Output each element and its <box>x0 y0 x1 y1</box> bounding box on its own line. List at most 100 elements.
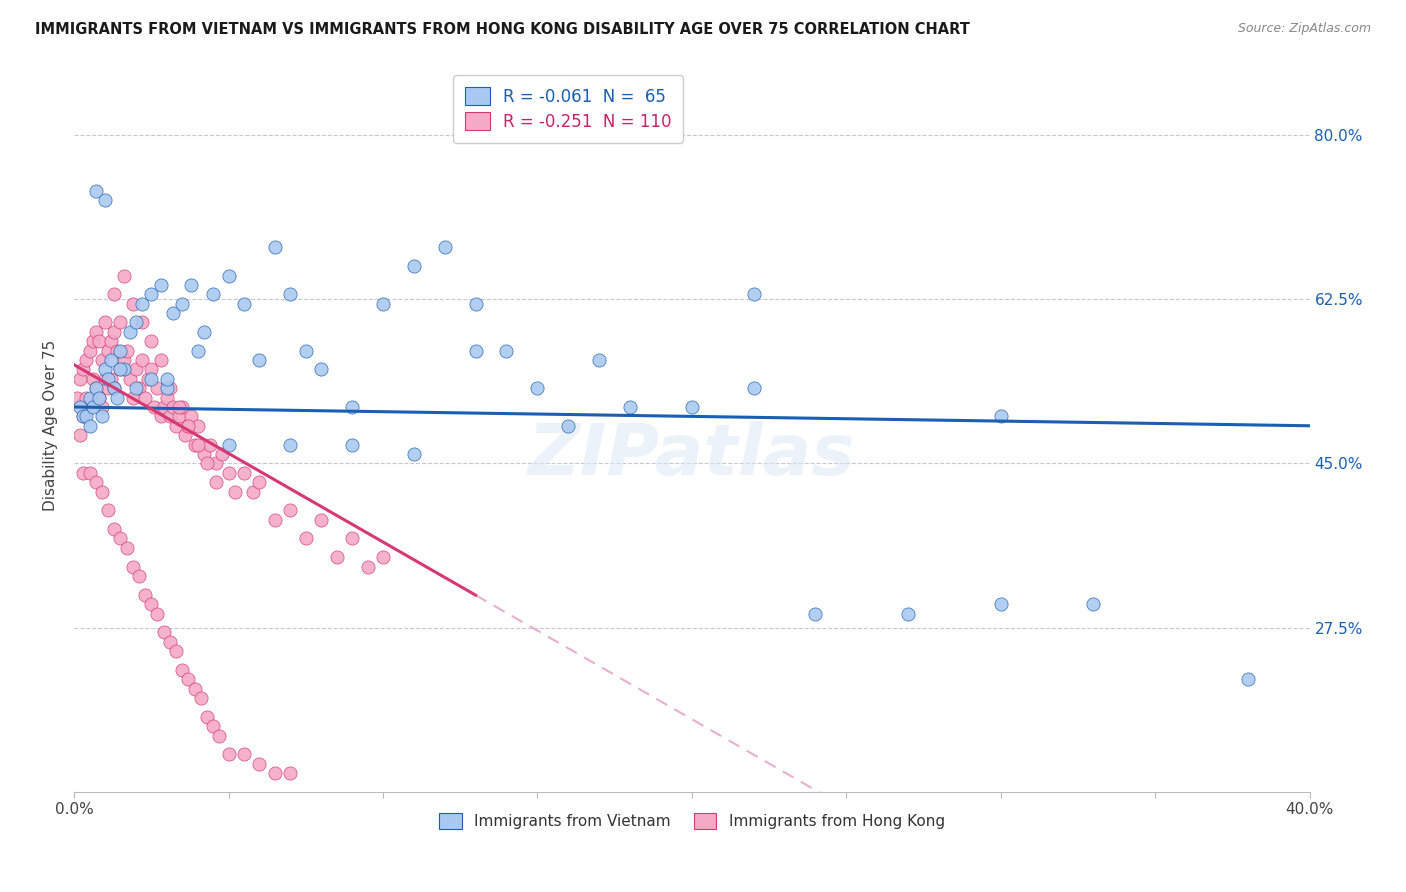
Point <box>180 277 202 292</box>
Point <box>72 362 94 376</box>
Point <box>218 268 240 283</box>
Point <box>105 391 128 405</box>
Point <box>278 503 301 517</box>
Point <box>79 391 101 405</box>
Point <box>187 437 209 451</box>
Point <box>103 381 125 395</box>
Point <box>557 418 579 433</box>
Point <box>82 334 104 349</box>
Point <box>340 400 363 414</box>
Point <box>121 296 143 310</box>
Point <box>141 287 163 301</box>
Point <box>371 296 394 310</box>
Point <box>174 428 197 442</box>
Point <box>990 597 1012 611</box>
Point <box>94 316 117 330</box>
Point <box>131 296 153 310</box>
Point <box>72 466 94 480</box>
Point <box>340 532 363 546</box>
Point <box>187 418 209 433</box>
Point <box>526 381 548 395</box>
Point <box>193 325 215 339</box>
Point <box>742 287 765 301</box>
Point <box>233 296 256 310</box>
Point <box>433 240 456 254</box>
Point <box>90 409 112 424</box>
Point <box>97 503 120 517</box>
Point <box>263 240 285 254</box>
Point <box>205 475 228 489</box>
Point <box>1083 597 1105 611</box>
Point <box>371 550 394 565</box>
Point <box>464 296 486 310</box>
Point <box>110 362 132 376</box>
Point <box>309 513 332 527</box>
Point <box>121 391 143 405</box>
Point <box>97 343 120 358</box>
Point <box>69 400 91 414</box>
Point <box>183 681 205 696</box>
Point <box>294 532 316 546</box>
Point <box>402 447 425 461</box>
Point <box>156 381 179 395</box>
Point <box>195 456 218 470</box>
Point <box>87 391 110 405</box>
Point <box>100 372 122 386</box>
Point <box>131 353 153 368</box>
Point <box>208 729 231 743</box>
Point <box>177 673 200 687</box>
Point <box>115 541 138 555</box>
Point <box>156 372 179 386</box>
Point <box>72 409 94 424</box>
Point <box>134 588 156 602</box>
Point <box>110 316 132 330</box>
Point <box>159 409 181 424</box>
Point <box>94 372 117 386</box>
Point <box>588 353 610 368</box>
Point <box>84 381 107 395</box>
Point <box>193 447 215 461</box>
Point <box>125 316 148 330</box>
Point <box>103 325 125 339</box>
Text: Source: ZipAtlas.com: Source: ZipAtlas.com <box>1237 22 1371 36</box>
Point <box>110 532 132 546</box>
Point <box>79 343 101 358</box>
Point <box>87 391 110 405</box>
Point <box>79 400 101 414</box>
Point <box>167 400 190 414</box>
Point <box>69 372 91 386</box>
Text: ZIPatlas: ZIPatlas <box>529 420 855 490</box>
Point <box>211 447 233 461</box>
Point <box>218 437 240 451</box>
Point <box>356 559 378 574</box>
Point <box>172 296 194 310</box>
Point <box>110 362 132 376</box>
Point <box>146 381 169 395</box>
Point <box>110 343 132 358</box>
Point <box>143 400 166 414</box>
Point <box>82 400 104 414</box>
Point <box>87 334 110 349</box>
Point <box>115 343 138 358</box>
Point <box>90 353 112 368</box>
Point <box>84 381 107 395</box>
Point <box>278 766 301 780</box>
Point <box>94 362 117 376</box>
Point <box>90 484 112 499</box>
Point <box>128 569 150 583</box>
Point <box>162 306 184 320</box>
Point <box>195 710 218 724</box>
Text: IMMIGRANTS FROM VIETNAM VS IMMIGRANTS FROM HONG KONG DISABILITY AGE OVER 75 CORR: IMMIGRANTS FROM VIETNAM VS IMMIGRANTS FR… <box>35 22 970 37</box>
Point <box>82 372 104 386</box>
Point <box>198 437 221 451</box>
Point <box>75 391 97 405</box>
Point <box>180 409 202 424</box>
Point <box>742 381 765 395</box>
Point <box>134 391 156 405</box>
Point <box>100 353 122 368</box>
Point <box>84 184 107 198</box>
Point <box>141 362 163 376</box>
Point <box>141 597 163 611</box>
Point <box>177 418 200 433</box>
Point <box>97 372 120 386</box>
